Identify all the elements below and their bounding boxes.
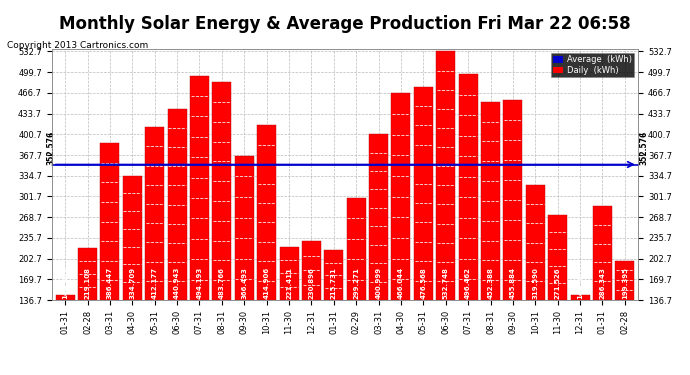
Bar: [324, 251, 344, 300]
Bar: [213, 82, 231, 300]
Bar: [78, 248, 97, 300]
Bar: [168, 109, 186, 300]
Text: 400.999: 400.999: [375, 267, 382, 299]
Text: 334.709: 334.709: [129, 267, 135, 299]
Text: 352.576: 352.576: [640, 130, 649, 165]
Bar: [391, 93, 411, 300]
Text: 286.343: 286.343: [600, 267, 605, 299]
Text: 352.576: 352.576: [47, 130, 56, 165]
Text: 319.590: 319.590: [532, 267, 538, 299]
Text: 532.748: 532.748: [443, 267, 448, 299]
Text: 412.177: 412.177: [152, 267, 158, 299]
Bar: [369, 134, 388, 300]
Text: 452.388: 452.388: [488, 267, 493, 299]
Text: 366.493: 366.493: [241, 267, 247, 299]
Text: 299.271: 299.271: [353, 268, 359, 299]
Legend: Average  (kWh), Daily  (kWh): Average (kWh), Daily (kWh): [551, 53, 634, 77]
Bar: [548, 215, 567, 300]
Text: Copyright 2013 Cartronics.com: Copyright 2013 Cartronics.com: [7, 41, 148, 50]
Text: 230.896: 230.896: [308, 268, 315, 299]
Bar: [302, 241, 321, 300]
Bar: [593, 206, 612, 300]
Bar: [504, 100, 522, 300]
Bar: [101, 143, 119, 300]
Text: 386.447: 386.447: [107, 267, 113, 299]
Bar: [436, 51, 455, 300]
Bar: [145, 127, 164, 300]
Text: 440.943: 440.943: [174, 267, 180, 299]
Text: 144.501: 144.501: [577, 267, 583, 299]
Bar: [279, 247, 299, 300]
Bar: [615, 261, 634, 300]
Bar: [571, 295, 589, 300]
Text: Monthly Solar Energy & Average Production Fri Mar 22 06:58: Monthly Solar Energy & Average Productio…: [59, 15, 631, 33]
Text: 496.462: 496.462: [465, 267, 471, 299]
Text: 219.108: 219.108: [85, 267, 90, 299]
Text: 483.766: 483.766: [219, 267, 225, 299]
Text: 221.411: 221.411: [286, 267, 292, 299]
Bar: [346, 198, 366, 300]
Text: 271.526: 271.526: [555, 268, 561, 299]
Bar: [190, 76, 209, 300]
Text: 199.395: 199.395: [622, 267, 628, 299]
Text: 215.731: 215.731: [331, 268, 337, 299]
Bar: [235, 156, 254, 300]
Text: 455.884: 455.884: [510, 267, 516, 299]
Bar: [123, 176, 142, 300]
Bar: [56, 295, 75, 300]
Text: 144.485: 144.485: [62, 267, 68, 299]
Text: 414.906: 414.906: [264, 267, 270, 299]
Text: 494.193: 494.193: [197, 267, 202, 299]
Bar: [481, 102, 500, 300]
Text: 476.568: 476.568: [420, 268, 426, 299]
Bar: [526, 185, 545, 300]
Bar: [414, 87, 433, 300]
Text: 466.044: 466.044: [398, 267, 404, 299]
Bar: [459, 74, 477, 300]
Bar: [257, 125, 276, 300]
